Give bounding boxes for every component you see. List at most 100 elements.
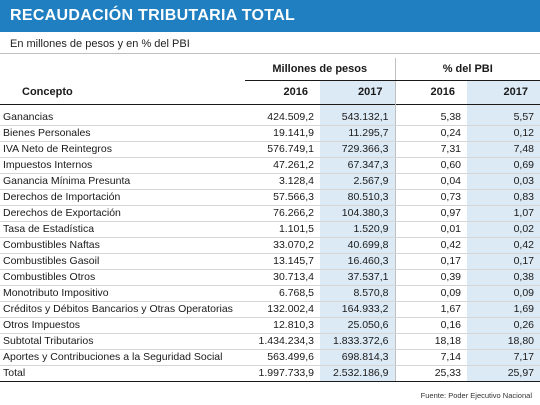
cell-millones-2016: 76.266,2 <box>245 205 320 223</box>
cell-pbi-2017: 7,17 <box>467 349 540 367</box>
table-row: Ganancia Mínima Presunta 3.128,4 2.567,9 0,… <box>0 173 540 191</box>
table-row: Aportes y Contribuciones a la Seguridad … <box>0 349 540 367</box>
cell-pbi-2017: 1,07 <box>467 205 540 223</box>
group-header-pbi: % del PBI <box>394 58 540 81</box>
cell-concepto: Ganancia Mínima Presunta <box>0 173 245 191</box>
cell-pbi-2017: 0,09 <box>467 285 540 303</box>
cell-pbi-2016: 0,16 <box>394 317 467 335</box>
table-row: Otros Impuestos 12.810,3 25.050,6 0,16 0,26 <box>0 317 540 335</box>
table-row: Impuestos Internos 47.261,2 67.347,3 0,60 0,… <box>0 157 540 175</box>
cell-concepto: Total <box>0 365 245 383</box>
cell-millones-2017: 8.570,8 <box>320 285 395 303</box>
table-body: Ganancias 424.509,2 543.132,1 5,38 5,57 Biene… <box>0 110 540 383</box>
cell-pbi-2016: 18,18 <box>394 333 467 351</box>
cell-millones-2016: 6.768,5 <box>245 285 320 303</box>
cell-pbi-2016: 0,17 <box>394 253 467 271</box>
title-bar: RECAUDACIÓN TRIBUTARIA TOTAL <box>0 0 540 32</box>
cell-pbi-2017: 0,12 <box>467 125 540 143</box>
cell-millones-2016: 424.509,2 <box>245 110 320 127</box>
column-header-pbi-2016: 2016 <box>394 80 467 104</box>
cell-pbi-2016: 0,04 <box>394 173 467 191</box>
cell-concepto: Combustibles Gasoil <box>0 253 245 271</box>
column-header-row: Concepto 2016 2017 2016 2017 <box>0 80 540 104</box>
cell-millones-2017: 1.520,9 <box>320 221 395 239</box>
cell-millones-2016: 576.749,1 <box>245 141 320 159</box>
cell-pbi-2017: 0,03 <box>467 173 540 191</box>
cell-pbi-2016: 7,31 <box>394 141 467 159</box>
cell-pbi-2016: 0,39 <box>394 269 467 287</box>
cell-pbi-2017: 7,48 <box>467 141 540 159</box>
divider <box>0 53 540 54</box>
cell-concepto: Combustibles Otros <box>0 269 245 287</box>
cell-millones-2017: 2.567,9 <box>320 173 395 191</box>
table-row: IVA Neto de Reintegros 576.749,1 729.366,3… <box>0 141 540 159</box>
cell-pbi-2017: 0,38 <box>467 269 540 287</box>
cell-pbi-2016: 0,24 <box>394 125 467 143</box>
cell-millones-2016: 1.434.234,3 <box>245 333 320 351</box>
table-row: Subtotal Tributarios 1.434.234,3 1.833.372… <box>0 333 540 351</box>
cell-concepto: Créditos y Débitos Bancarios y Otras Ope… <box>0 301 245 319</box>
cell-pbi-2017: 0,83 <box>467 189 540 207</box>
group-header-empty <box>0 58 245 80</box>
cell-pbi-2016: 0,73 <box>394 189 467 207</box>
source-note: Fuente: Poder Ejecutivo Nacional <box>420 391 532 400</box>
cell-millones-2016: 1.997.733,9 <box>245 365 320 383</box>
cell-millones-2017: 104.380,3 <box>320 205 395 223</box>
cell-millones-2016: 3.128,4 <box>245 173 320 191</box>
cell-millones-2017: 40.699,8 <box>320 237 395 255</box>
cell-millones-2017: 2.532.186,9 <box>320 365 395 383</box>
table-row: Créditos y Débitos Bancarios y Otras Ope… <box>0 301 540 319</box>
cell-millones-2017: 25.050,6 <box>320 317 395 335</box>
cell-millones-2017: 11.295,7 <box>320 125 395 143</box>
cell-millones-2016: 47.261,2 <box>245 157 320 175</box>
cell-pbi-2017: 0,26 <box>467 317 540 335</box>
subtitle: En millones de pesos y en % del PBI <box>10 38 190 50</box>
cell-concepto: Combustibles Naftas <box>0 237 245 255</box>
cell-concepto: Derechos de Exportación <box>0 205 245 223</box>
cell-pbi-2016: 1,67 <box>394 301 467 319</box>
cell-millones-2017: 80.510,3 <box>320 189 395 207</box>
cell-millones-2016: 1.101,5 <box>245 221 320 239</box>
cell-millones-2016: 19.141,9 <box>245 125 320 143</box>
cell-pbi-2016: 0,09 <box>394 285 467 303</box>
total-row: Total 1.997.733,9 2.532.186,9 25,33 25,97 <box>0 365 540 383</box>
cell-concepto: IVA Neto de Reintegros <box>0 141 245 159</box>
tax-table: Millones de pesos % del PBI Concepto 201… <box>0 58 540 383</box>
cell-concepto: Subtotal Tributarios <box>0 333 245 351</box>
cell-millones-2016: 12.810,3 <box>245 317 320 335</box>
cell-concepto: Ganancias <box>0 110 245 127</box>
cell-millones-2017: 67.347,3 <box>320 157 395 175</box>
cell-pbi-2016: 5,38 <box>394 110 467 127</box>
cell-concepto: Monotributo Impositivo <box>0 285 245 303</box>
cell-pbi-2017: 0,42 <box>467 237 540 255</box>
cell-millones-2017: 729.366,3 <box>320 141 395 159</box>
cell-millones-2016: 57.566,3 <box>245 189 320 207</box>
table-row: Ganancias 424.509,2 543.132,1 5,38 5,57 <box>0 110 540 127</box>
cell-millones-2016: 33.070,2 <box>245 237 320 255</box>
cell-concepto: Impuestos Internos <box>0 157 245 175</box>
cell-millones-2016: 132.002,4 <box>245 301 320 319</box>
cell-millones-2017: 543.132,1 <box>320 110 395 127</box>
cell-pbi-2016: 25,33 <box>394 365 467 383</box>
column-header-millones-2017: 2017 <box>320 80 395 104</box>
group-header-row: Millones de pesos % del PBI <box>0 58 540 81</box>
column-header-millones-2016: 2016 <box>283 86 308 98</box>
cell-millones-2017: 698.814,3 <box>320 349 395 367</box>
cell-pbi-2016: 0,42 <box>394 237 467 255</box>
tax-table-container: Millones de pesos % del PBI Concepto 201… <box>0 58 540 383</box>
cell-millones-2016: 30.713,4 <box>245 269 320 287</box>
spacer-row <box>0 104 540 110</box>
cell-concepto: Derechos de Importación <box>0 189 245 207</box>
cell-millones-2017: 1.833.372,6 <box>320 333 395 351</box>
cell-millones-2016: 13.145,7 <box>245 253 320 271</box>
cell-pbi-2017: 0,02 <box>467 221 540 239</box>
cell-millones-2017: 164.933,2 <box>320 301 395 319</box>
group-header-millones: Millones de pesos <box>245 58 395 81</box>
table-row: Combustibles Gasoil 13.145,7 16.460,3 0,17 0… <box>0 253 540 271</box>
cell-concepto: Tasa de Estadística <box>0 221 245 239</box>
cell-pbi-2017: 1,69 <box>467 301 540 319</box>
cell-pbi-2017: 18,80 <box>467 333 540 351</box>
cell-pbi-2016: 0,60 <box>394 157 467 175</box>
cell-pbi-2016: 0,01 <box>394 221 467 239</box>
cell-millones-2016: 563.499,6 <box>245 349 320 367</box>
